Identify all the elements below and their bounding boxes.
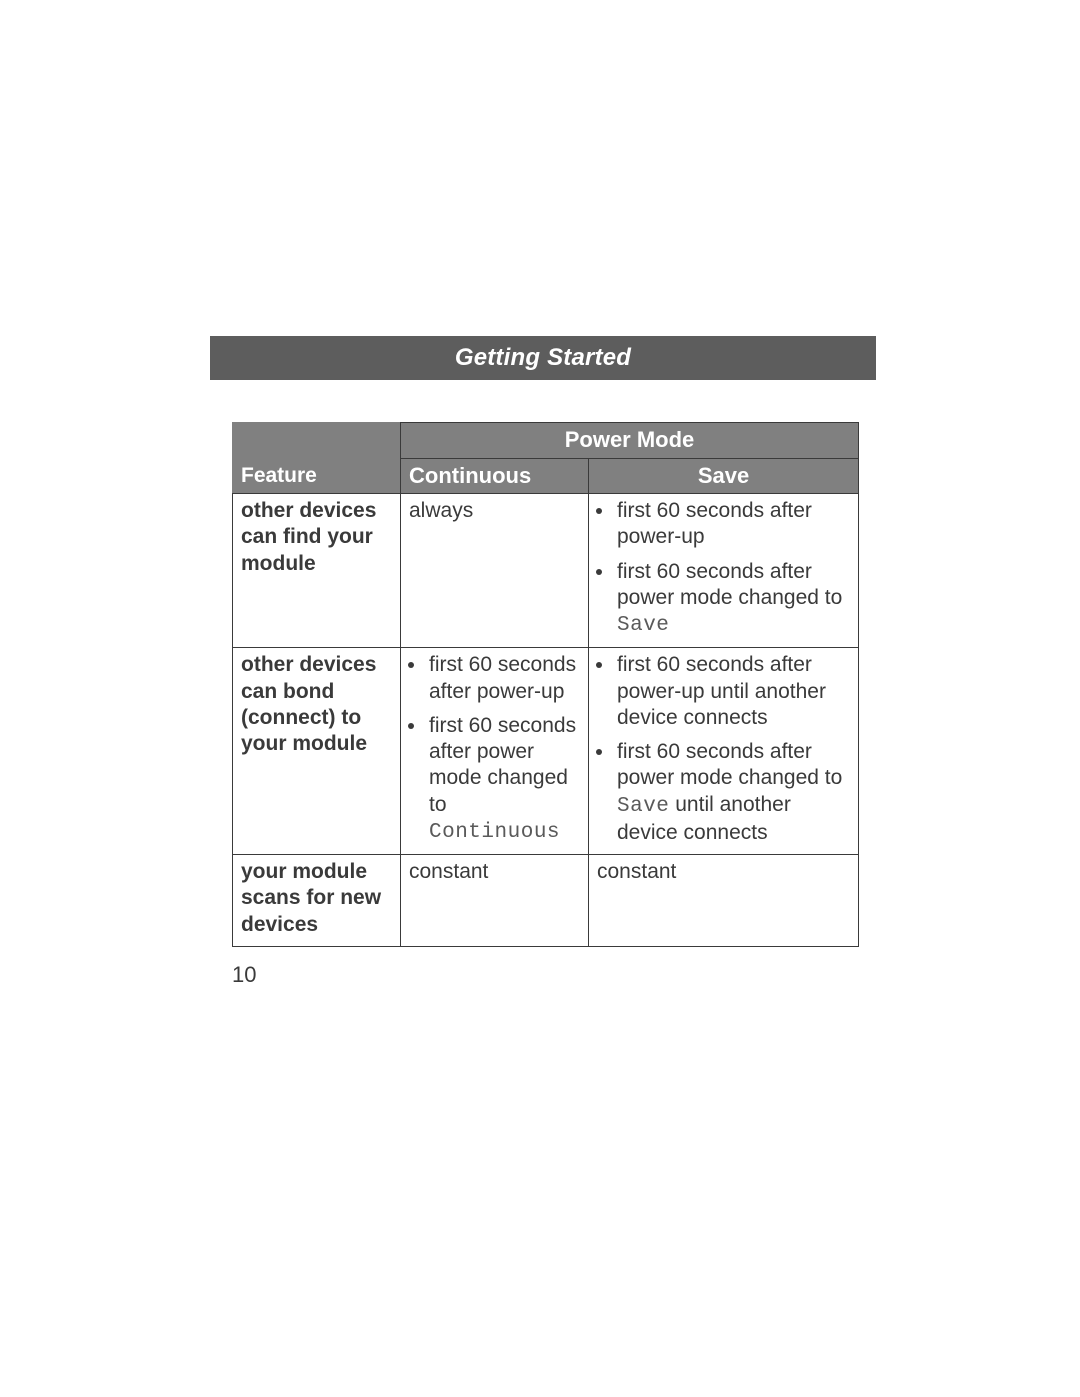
cell-continuous: always bbox=[401, 494, 589, 648]
list-item: first 60 seconds after power mode change… bbox=[427, 713, 580, 846]
bullet-list: first 60 seconds after power-up first 60… bbox=[597, 498, 850, 639]
table-header-row-1: Feature Power Mode bbox=[233, 423, 859, 459]
list-item-text: first 60 seconds after power mode change… bbox=[617, 560, 842, 609]
column-header-save: Save bbox=[589, 458, 859, 494]
column-header-continuous: Continuous bbox=[401, 458, 589, 494]
table-row: your module scans for new devices consta… bbox=[233, 855, 859, 947]
page-number: 10 bbox=[232, 962, 256, 988]
column-header-feature: Feature bbox=[233, 423, 401, 494]
cell-save: first 60 seconds after power-up until an… bbox=[589, 648, 859, 855]
cell-feature: other devices can find your module bbox=[233, 494, 401, 648]
list-item-text: first 60 seconds after power mode change… bbox=[617, 740, 842, 789]
mono-keyword: Save bbox=[617, 795, 669, 818]
table: Feature Power Mode Continuous Save other… bbox=[232, 422, 859, 947]
table-row: other devices can find your module alway… bbox=[233, 494, 859, 648]
cell-save: constant bbox=[589, 855, 859, 947]
page: Getting Started Feature Power Mode Conti… bbox=[0, 0, 1080, 1397]
cell-save: first 60 seconds after power-up first 60… bbox=[589, 494, 859, 648]
table-row: other devices can bond (connect) to your… bbox=[233, 648, 859, 855]
cell-continuous: first 60 seconds after power-up first 60… bbox=[401, 648, 589, 855]
list-item: first 60 seconds after power mode change… bbox=[615, 739, 850, 846]
list-item: first 60 seconds after power-up bbox=[427, 652, 580, 705]
list-item-text: first 60 seconds after power mode change… bbox=[429, 714, 576, 816]
bullet-list: first 60 seconds after power-up until an… bbox=[597, 652, 850, 846]
list-item: first 60 seconds after power-up until an… bbox=[615, 652, 850, 731]
cell-feature: your module scans for new devices bbox=[233, 855, 401, 947]
list-item: first 60 seconds after power-up bbox=[615, 498, 850, 551]
list-item: first 60 seconds after power mode change… bbox=[615, 559, 850, 640]
cell-continuous: constant bbox=[401, 855, 589, 947]
cell-feature: other devices can bond (connect) to your… bbox=[233, 648, 401, 855]
power-mode-table: Feature Power Mode Continuous Save other… bbox=[232, 422, 858, 947]
mono-keyword: Continuous bbox=[429, 821, 560, 844]
mono-keyword: Save bbox=[617, 614, 669, 637]
section-header: Getting Started bbox=[210, 336, 876, 380]
bullet-list: first 60 seconds after power-up first 60… bbox=[409, 652, 580, 846]
column-spanner-power-mode: Power Mode bbox=[401, 423, 859, 459]
